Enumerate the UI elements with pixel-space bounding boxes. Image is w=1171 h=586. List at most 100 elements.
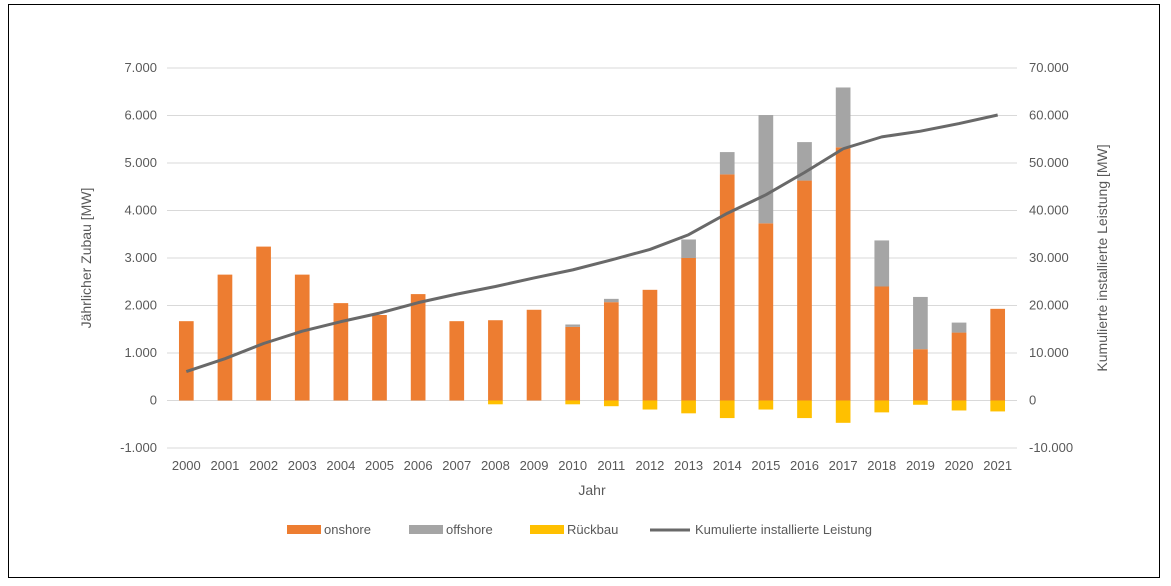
x-tick-label: 2016 [790,458,819,473]
legend-label: Kumulierte installierte Leistung [695,522,872,537]
bar-onshore [217,274,233,401]
y-tick-label: 0 [150,393,157,408]
y2-tick-label: 0 [1029,393,1036,408]
line-kumulierte-leistung [185,113,999,373]
x-tick-label: 2003 [288,458,317,473]
bar-onshore [874,286,890,401]
y2-tick-label: -10.000 [1029,440,1073,455]
y-tick-label: -1.000 [120,440,157,455]
y2-tick-label: 10.000 [1029,345,1069,360]
gridlines [167,67,1017,449]
legend-label: onshore [324,522,371,537]
bar-onshore [758,223,774,401]
bar-rueckbau [835,400,851,423]
x-tick-label: 2007 [442,458,471,473]
y2-tick-label: 60.000 [1029,108,1069,123]
x-tick-label: 2001 [210,458,239,473]
bar-onshore [488,320,503,401]
legend-swatch [530,525,564,534]
legend: onshore offshore Rückbau Kumulierte install… [287,522,872,537]
bar-rueckbau [681,400,696,414]
legend-swatch [287,525,321,534]
bar-onshore [913,349,928,401]
chart: -1.000 0 1.000 2.000 3.000 4.000 5.000 6.000 7.0… [78,60,1110,537]
bar-onshore [797,180,812,401]
bar-rueckbau [874,400,890,413]
bar-offshore [681,239,696,258]
y2-tick-label: 70.000 [1029,60,1069,75]
bar-onshore [294,274,310,401]
x-tick-label: 2010 [558,458,587,473]
bar-onshore [372,315,387,401]
bar-onshore [642,289,658,401]
y-tick-label: 2.000 [124,298,157,313]
bar-onshore [333,303,349,401]
x-tick-label: 2008 [481,458,510,473]
x-tick-label: 2009 [520,458,549,473]
x-tick-label: 2015 [751,458,780,473]
bar-offshore [874,240,890,287]
x-tick-label: 2020 [945,458,974,473]
bar-offshore [603,298,619,303]
x-tick-label: 2004 [326,458,355,473]
bar-onshore [835,147,851,401]
y-axis-title: Jährlicher Zubau [MW] [78,188,94,329]
bar-onshore [178,321,194,401]
x-tick-label: 2013 [674,458,703,473]
x-tick-label: 2017 [829,458,858,473]
bar-rueckbau [797,400,812,419]
chart-frame: -1.000 0 1.000 2.000 3.000 4.000 5.000 6.000 7.0… [8,4,1160,578]
legend-swatch [409,525,443,534]
x-tick-label: 2011 [597,458,625,473]
left-axis-ticks: -1.000 0 1.000 2.000 3.000 4.000 5.000 6.000 7.0… [120,60,157,455]
bar-offshore [951,322,967,333]
bar-onshore [719,174,735,401]
y2-tick-label: 50.000 [1029,155,1069,170]
bar-offshore [565,324,581,327]
y2-tick-label: 40.000 [1029,203,1069,218]
legend-label: offshore [446,522,493,537]
legend-label: Rückbau [567,522,618,537]
y2-tick-label: 20.000 [1029,298,1069,313]
y-tick-label: 5.000 [124,155,157,170]
bar-onshore [526,309,542,401]
y-tick-label: 1.000 [124,345,157,360]
bar-rueckbau [990,400,1006,412]
bar-rueckbau [719,400,735,419]
bar-rueckbau [951,400,967,411]
x-tick-label: 2006 [404,458,433,473]
bar-rueckbau [565,400,581,405]
right-axis-ticks: -10.000 0 10.000 20.000 30.000 40.000 50.000 60… [1029,60,1073,455]
bar-offshore [719,152,735,175]
bar-onshore [449,321,465,401]
x-axis-ticks: 2000 2001 2002 2003 2004 2005 2006 2007 2008 2009… [172,458,1012,473]
bar-rueckbau [488,400,503,405]
x-axis-title: Jahr [578,482,606,498]
bar-rueckbau [603,400,619,407]
y-tick-label: 7.000 [124,60,157,75]
bars [178,87,1006,423]
x-tick-label: 2005 [365,458,394,473]
bar-onshore [256,246,271,401]
bar-onshore [951,332,967,401]
bar-rueckbau [758,400,774,410]
x-tick-label: 2018 [867,458,896,473]
x-tick-label: 2012 [635,458,664,473]
bar-offshore [758,115,774,224]
y-tick-label: 6.000 [124,108,157,123]
y2-axis-title: Kumulierte installierte Leistung [MW] [1094,144,1110,371]
bar-rueckbau [913,400,928,405]
x-tick-label: 2021 [983,458,1012,473]
bar-offshore [913,296,928,350]
bar-offshore [835,87,851,148]
y-tick-label: 4.000 [124,203,157,218]
bar-onshore [410,294,426,401]
bar-onshore [990,308,1006,401]
x-tick-label: 2014 [713,458,742,473]
x-tick-label: 2019 [906,458,935,473]
x-tick-label: 2002 [249,458,278,473]
bar-onshore [681,258,696,401]
y-tick-label: 3.000 [124,250,157,265]
bar-onshore [603,302,619,401]
x-tick-label: 2000 [172,458,201,473]
